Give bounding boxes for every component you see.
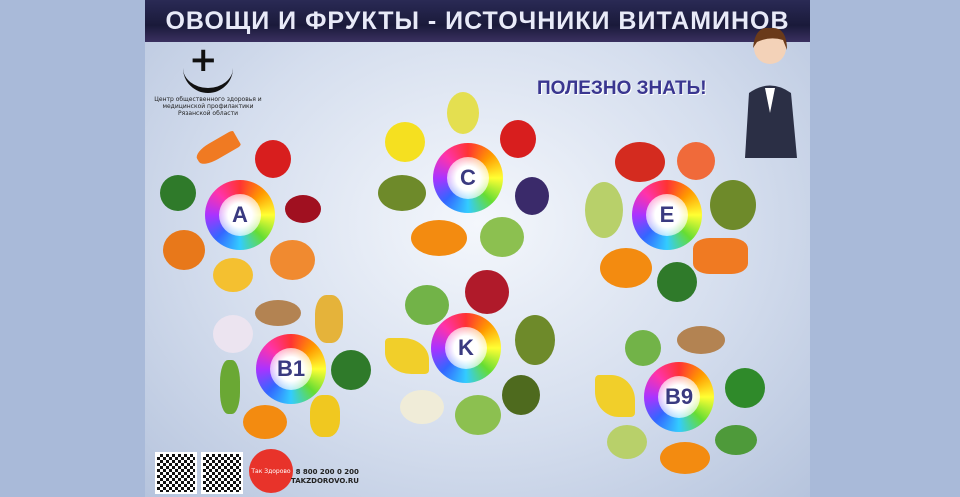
vitamin-label: A [232, 202, 248, 227]
banana-icon [595, 375, 635, 417]
pineapple-icon [315, 295, 343, 343]
orange-icon [411, 220, 467, 256]
garlic-icon [213, 315, 253, 353]
tomato-icon [615, 142, 665, 182]
avocado-icon [502, 375, 540, 415]
orange-icon [243, 405, 287, 439]
vitamin-k-wheel: K [431, 313, 501, 383]
qr-code[interactable] [201, 452, 243, 494]
logo: Центр общественного здоровья и медицинск… [153, 40, 263, 117]
peas-icon [220, 360, 240, 414]
watermelon-icon [725, 368, 765, 408]
broccoli-icon [160, 175, 196, 211]
vitamin-label: B1 [276, 356, 306, 381]
badge-text: Так Здорово [251, 467, 291, 475]
carrot-icon [193, 129, 242, 169]
turnip-icon [447, 92, 479, 134]
orange-icon [660, 442, 710, 474]
kiwi-icon [378, 175, 426, 211]
cabbage-icon [455, 395, 501, 435]
herbs-icon [715, 425, 757, 455]
cabbage-icon [480, 217, 524, 257]
vitamin-b1-wheel: B1 [256, 334, 326, 404]
vitamin-b9-wheel: B9 [644, 362, 714, 432]
lettuce-icon [625, 330, 661, 366]
pepper-icon [255, 140, 291, 178]
grapes-icon [607, 425, 647, 459]
banana-icon [385, 338, 429, 374]
melon-icon [213, 258, 253, 292]
grapes-icon [585, 182, 623, 238]
teacher-illustration [745, 27, 797, 158]
lettuce-icon [405, 285, 449, 325]
cauliflower-icon [400, 390, 444, 424]
contact-info: 8 800 200 0 200 TAKZDOROVO.RU [291, 468, 359, 486]
vitamin-label: B9 [664, 384, 694, 409]
kiwi-icon [515, 315, 555, 365]
kiwi-icon [710, 180, 756, 230]
corn-icon [310, 395, 340, 437]
poster: ОВОЩИ И ФРУКТЫ - ИСТОЧНИКИ ВИТАМИНОВ Цен… [145, 0, 810, 497]
phone: 8 800 200 0 200 [295, 468, 359, 476]
website[interactable]: TAKZDOROVO.RU [291, 477, 359, 485]
cherry-icon [285, 195, 321, 223]
vitamin-c-wheel: C [433, 143, 503, 213]
pumpkin-icon [163, 230, 205, 270]
vitamin-a-wheel: A [205, 180, 275, 250]
callout-text: ПОЛЕЗНО ЗНАТЬ! [537, 78, 707, 99]
vitamin-label: E [659, 202, 675, 227]
lemon-icon [385, 122, 425, 162]
potato-icon [677, 326, 725, 354]
page-title: ОВОЩИ И ФРУКТЫ - ИСТОЧНИКИ ВИТАМИНОВ [165, 6, 790, 35]
orange-icon [600, 248, 652, 288]
vitamin-label: K [458, 335, 474, 360]
medical-cross-icon [183, 40, 233, 93]
takzdorovo-logo: Так Здорово [249, 449, 293, 493]
qr-code[interactable] [155, 452, 197, 494]
broccoli-icon [657, 262, 697, 302]
pepper-icon [500, 120, 536, 158]
broccoli-icon [331, 350, 371, 390]
carrot-icon [693, 238, 748, 274]
plum-icon [515, 177, 549, 215]
pomegranate-icon [465, 270, 509, 314]
vitamin-label: C [460, 165, 476, 190]
potato-icon [255, 300, 301, 326]
peach-icon [677, 142, 715, 180]
vitamin-e-wheel: E [632, 180, 702, 250]
apricot-icon [270, 240, 315, 280]
title-bar: ОВОЩИ И ФРУКТЫ - ИСТОЧНИКИ ВИТАМИНОВ [145, 0, 810, 42]
logo-text: Центр общественного здоровья и медицинск… [154, 96, 262, 117]
